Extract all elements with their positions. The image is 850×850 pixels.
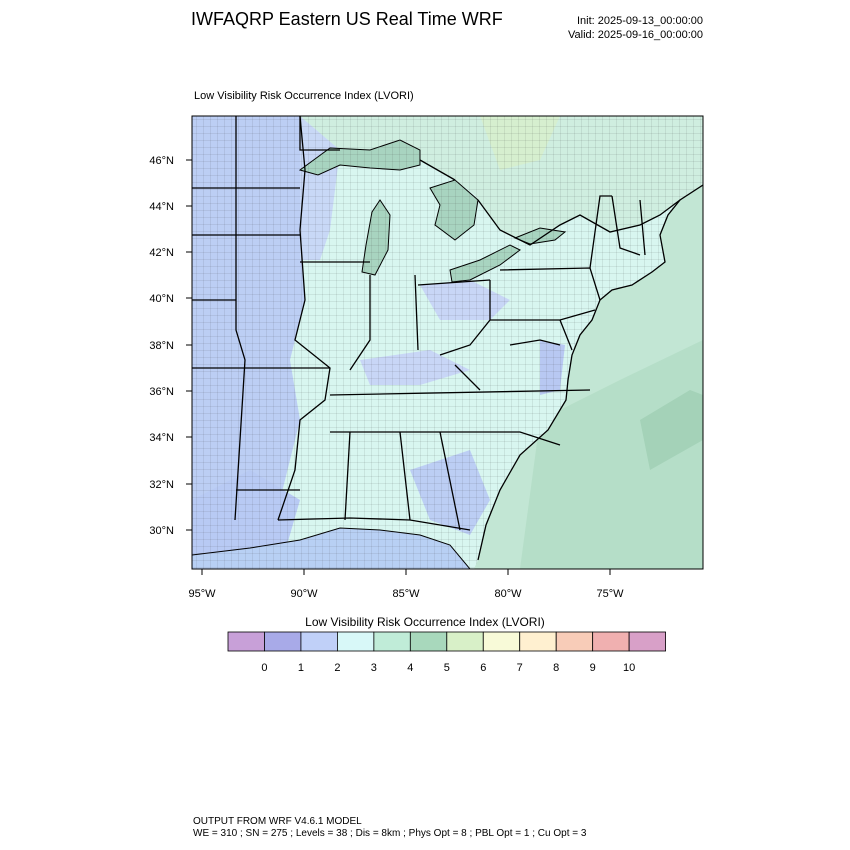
main-title: IWFAQRP Eastern US Real Time WRF bbox=[191, 9, 503, 29]
colorbar-label: 8 bbox=[553, 662, 560, 674]
map-area bbox=[192, 116, 703, 569]
lat-label-34: 34°N bbox=[149, 432, 174, 444]
colorbar-box bbox=[264, 631, 302, 652]
colorbar-box bbox=[519, 631, 557, 652]
lat-label-44: 44°N bbox=[149, 201, 174, 213]
colorbar-box bbox=[592, 631, 630, 652]
colorbar-box bbox=[446, 631, 484, 652]
map-frame bbox=[191, 115, 704, 570]
longitude-labels: 95°W 90°W 85°W 80°W 75°W bbox=[188, 588, 624, 600]
latitude-labels: 46°N 44°N 42°N 40°N 38°N 36°N 34°N 32°N … bbox=[149, 155, 174, 537]
valid-time: Valid: 2025-09-16_00:00:00 bbox=[568, 29, 703, 41]
coastline bbox=[477, 184, 703, 561]
colorbar-box bbox=[482, 631, 521, 652]
colorbar-box bbox=[628, 631, 667, 652]
lat-label-38: 38°N bbox=[149, 340, 174, 352]
canada-border bbox=[299, 116, 681, 246]
model-info-footer: OUTPUT FROM WRF V4.6.1 MODEL WE = 310 ; … bbox=[193, 816, 586, 840]
lon-label-95: 95°W bbox=[188, 588, 216, 600]
plot-title: Low Visibility Risk Occurrence Index (LV… bbox=[194, 90, 414, 102]
init-valid-times: Init: 2025-09-13_00:00:00 Valid: 2025-09… bbox=[520, 14, 703, 42]
colorbar-label: 7 bbox=[516, 662, 523, 674]
colorbar-box bbox=[373, 631, 411, 652]
init-time: Init: 2025-09-13_00:00:00 bbox=[577, 15, 703, 27]
footer-line-2: WE = 310 ; SN = 275 ; Levels = 38 ; Dis … bbox=[193, 828, 587, 839]
footer-line-1: OUTPUT FROM WRF V4.6.1 MODEL bbox=[193, 816, 362, 827]
colorbar-box bbox=[409, 631, 448, 652]
lat-label-46: 46°N bbox=[149, 155, 174, 167]
colorbar-label: 1 bbox=[297, 662, 304, 674]
colorbar bbox=[227, 631, 667, 652]
colorbar-box bbox=[300, 631, 338, 652]
colorbar-label: 2 bbox=[334, 662, 341, 674]
colorbar-label: 6 bbox=[480, 662, 487, 674]
lon-label-80: 80°W bbox=[494, 588, 522, 600]
colorbar-title: Low Visibility Risk Occurrence Index (LV… bbox=[305, 615, 545, 629]
colorbar-label: 4 bbox=[407, 662, 414, 674]
lat-label-42: 42°N bbox=[149, 247, 174, 259]
lat-label-30: 30°N bbox=[149, 525, 174, 537]
lon-label-90: 90°W bbox=[290, 588, 318, 600]
colorbar-label: 10 bbox=[623, 662, 636, 674]
lat-label-40: 40°N bbox=[149, 293, 174, 305]
latitude-axis bbox=[186, 159, 192, 531]
colorbar-box bbox=[555, 631, 594, 652]
state-boundaries bbox=[192, 116, 646, 531]
colorbar-label: 5 bbox=[443, 662, 450, 674]
colorbar-box bbox=[336, 631, 375, 652]
lat-label-36: 36°N bbox=[149, 386, 174, 398]
colorbar-label: 3 bbox=[370, 662, 377, 674]
county-boundaries bbox=[192, 116, 703, 569]
longitude-axis bbox=[201, 569, 611, 575]
offshore-shading bbox=[520, 340, 703, 569]
lon-label-75: 75°W bbox=[596, 588, 624, 600]
lat-label-32: 32°N bbox=[149, 479, 174, 491]
colorbar-box bbox=[227, 631, 265, 652]
colorbar-label: 0 bbox=[261, 662, 268, 674]
colorbar-label: 9 bbox=[589, 662, 596, 674]
lon-label-85: 85°W bbox=[392, 588, 420, 600]
offshore-shading-dark bbox=[640, 390, 703, 470]
